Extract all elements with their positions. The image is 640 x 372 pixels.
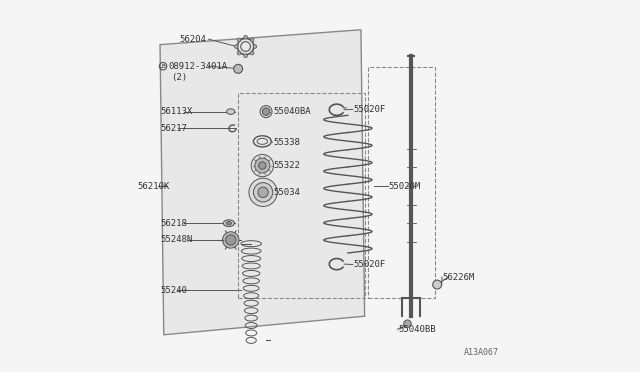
Text: 55034: 55034 [273, 188, 300, 197]
Text: 55040BB: 55040BB [398, 325, 436, 334]
Circle shape [234, 45, 238, 48]
Text: 55020F: 55020F [353, 105, 386, 114]
Text: 55322: 55322 [273, 161, 300, 170]
Text: B: B [161, 64, 165, 69]
Circle shape [234, 64, 243, 73]
Circle shape [250, 38, 254, 42]
Text: 56226M: 56226M [443, 273, 475, 282]
Circle shape [250, 51, 254, 55]
Circle shape [262, 108, 270, 115]
Polygon shape [160, 30, 365, 335]
Text: 55338: 55338 [273, 138, 300, 147]
Text: 55248N: 55248N [160, 235, 192, 244]
Text: 55240: 55240 [160, 286, 187, 295]
Circle shape [225, 235, 236, 245]
Text: 56218: 56218 [160, 219, 187, 228]
Circle shape [249, 178, 277, 206]
Text: 56204: 56204 [180, 35, 207, 44]
Ellipse shape [223, 220, 234, 227]
Text: 55020F: 55020F [353, 260, 386, 269]
Circle shape [244, 35, 248, 39]
Circle shape [404, 320, 411, 327]
Bar [238, 93, 365, 298]
Circle shape [433, 280, 442, 289]
Circle shape [251, 154, 273, 177]
Circle shape [237, 51, 241, 55]
Circle shape [253, 183, 273, 202]
Circle shape [223, 232, 239, 248]
Text: 56217: 56217 [160, 124, 187, 133]
Bar [369, 67, 435, 298]
Circle shape [259, 162, 266, 169]
Circle shape [255, 158, 270, 173]
Ellipse shape [227, 221, 232, 225]
Text: A13A067: A13A067 [463, 348, 499, 357]
Text: 55040BA: 55040BA [273, 107, 311, 116]
Text: 56113X: 56113X [160, 107, 192, 116]
Text: (2): (2) [172, 73, 188, 82]
Circle shape [237, 38, 241, 42]
Ellipse shape [227, 109, 235, 115]
Text: 56210K: 56210K [138, 182, 170, 190]
Circle shape [244, 54, 248, 58]
Text: 55020M: 55020M [389, 182, 421, 190]
Circle shape [258, 187, 268, 198]
Text: 08912-3401A: 08912-3401A [168, 62, 227, 71]
Circle shape [253, 45, 257, 48]
